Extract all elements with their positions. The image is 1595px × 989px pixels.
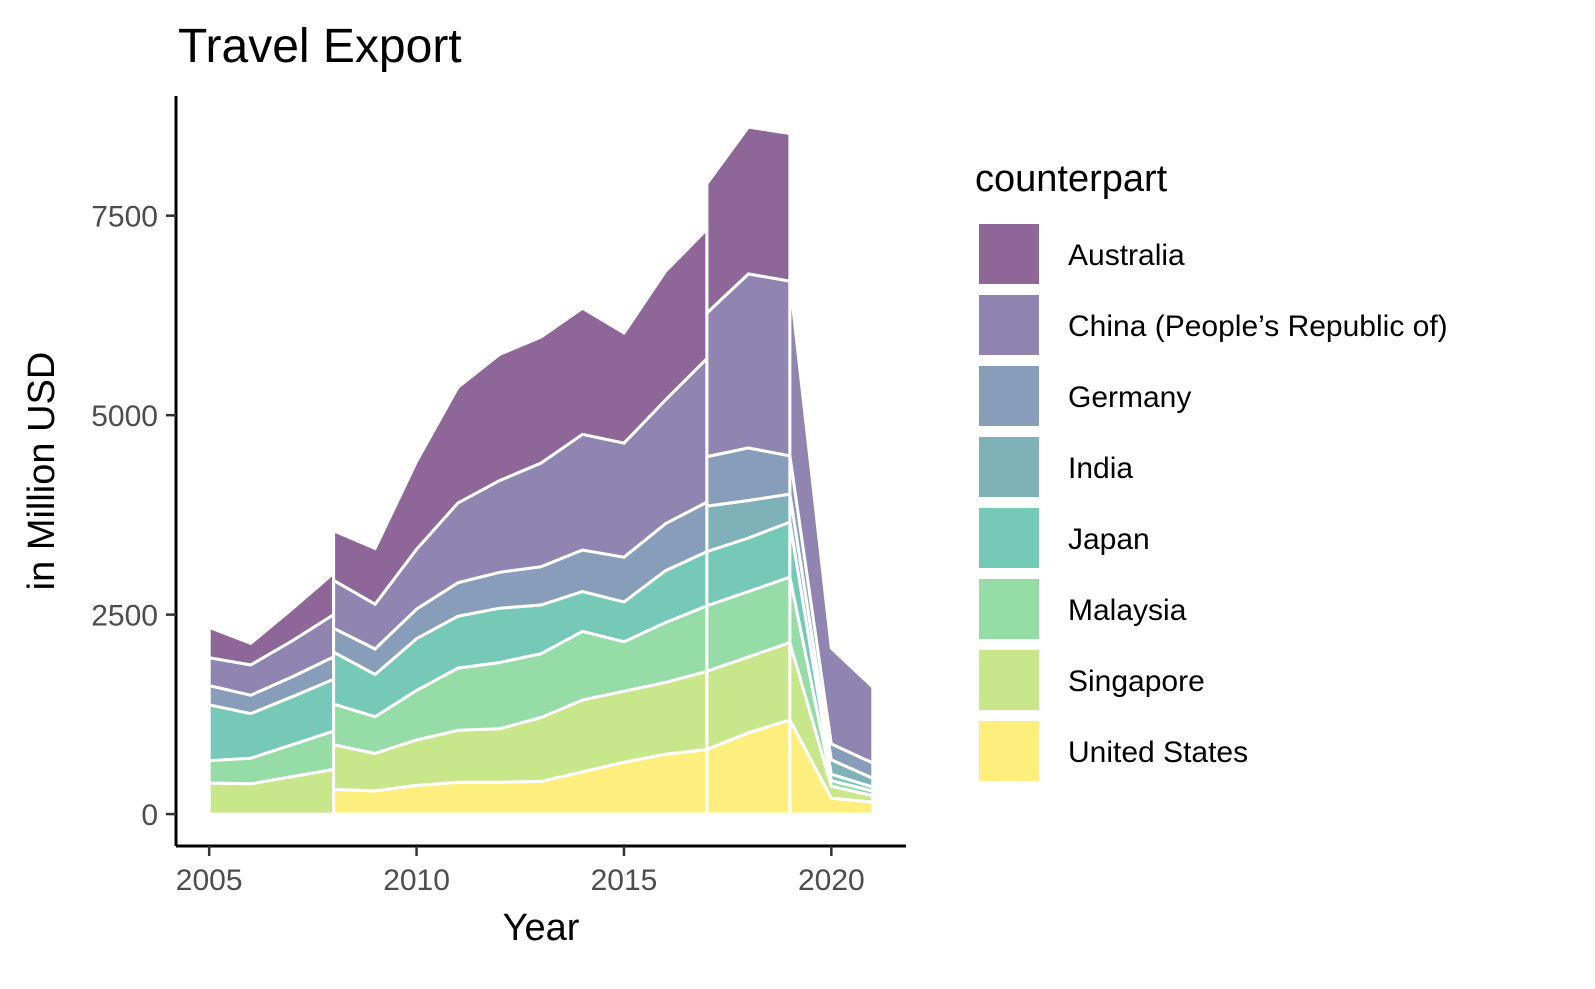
legend-swatch — [979, 579, 1039, 639]
legend-swatch — [979, 366, 1039, 426]
x-axis-title: Year — [503, 907, 580, 949]
legend-label: United States — [1068, 736, 1248, 769]
legend-label: India — [1068, 452, 1133, 485]
y-tick-label: 5000 — [91, 400, 158, 433]
y-tick-label: 0 — [141, 799, 158, 832]
legend-label: China (People’s Republic of) — [1068, 310, 1448, 343]
chart-title: Travel Export — [178, 20, 462, 73]
x-tick-label: 2005 — [176, 864, 243, 897]
y-axis-title: in Million USD — [21, 352, 63, 591]
legend-title: counterpart — [975, 158, 1168, 200]
area-band-germany-seg-2 — [705, 446, 792, 508]
legend-swatch — [979, 295, 1039, 355]
legend-label: Malaysia — [1068, 594, 1187, 627]
legend-swatch — [979, 721, 1039, 781]
legend-label: Japan — [1068, 523, 1150, 556]
legend-label: Australia — [1068, 239, 1185, 272]
legend-label: Germany — [1068, 381, 1191, 414]
legend-swatch — [979, 224, 1039, 284]
x-tick-label: 2015 — [591, 864, 658, 897]
legend-label: Singapore — [1068, 665, 1205, 698]
legend-swatch — [979, 508, 1039, 568]
x-tick-label: 2020 — [798, 864, 865, 897]
x-tick-label: 2010 — [383, 864, 450, 897]
axes: 0 2500 5000 7500 2005 2010 2015 2020 Year in Mill… — [21, 96, 906, 949]
y-tick-label: 2500 — [91, 600, 158, 633]
legend-swatch — [979, 650, 1039, 710]
y-tick-label: 7500 — [91, 201, 158, 234]
area-bands — [207, 125, 875, 816]
legend: counterpart Australia China (People’s Repu… — [975, 158, 1448, 781]
legend-swatch — [979, 437, 1039, 497]
area-band-china-people-s-republic-of-seg-4 — [788, 280, 875, 766]
